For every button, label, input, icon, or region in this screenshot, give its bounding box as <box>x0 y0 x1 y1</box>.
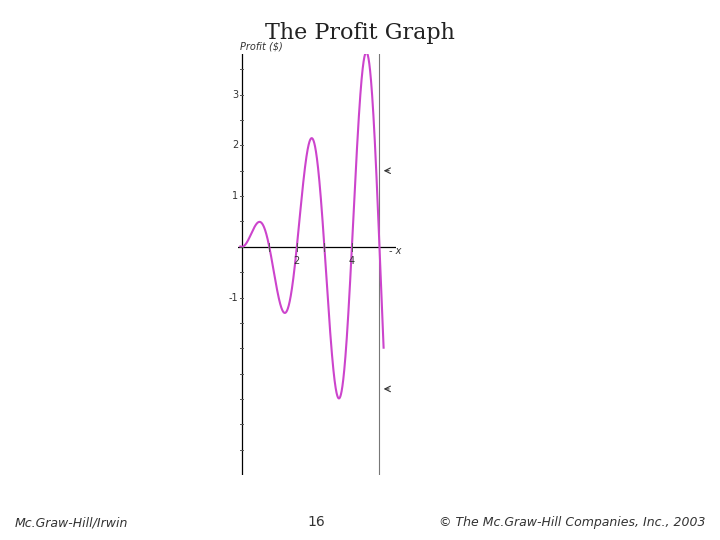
Text: 4: 4 <box>349 256 355 266</box>
Text: 1: 1 <box>233 191 238 201</box>
Text: 2: 2 <box>232 140 238 150</box>
Text: 16: 16 <box>308 515 325 529</box>
Text: - x: - x <box>389 246 402 256</box>
Text: 3: 3 <box>233 90 238 99</box>
Text: The Profit Graph: The Profit Graph <box>265 22 455 44</box>
Text: 2: 2 <box>294 256 300 266</box>
Text: Mc.Graw-Hill/Irwin: Mc.Graw-Hill/Irwin <box>14 516 127 529</box>
Text: -1: -1 <box>229 293 238 302</box>
Text: Profit ($): Profit ($) <box>240 42 283 51</box>
Text: © The Mc.Graw-Hill Companies, Inc., 2003: © The Mc.Graw-Hill Companies, Inc., 2003 <box>439 516 706 529</box>
